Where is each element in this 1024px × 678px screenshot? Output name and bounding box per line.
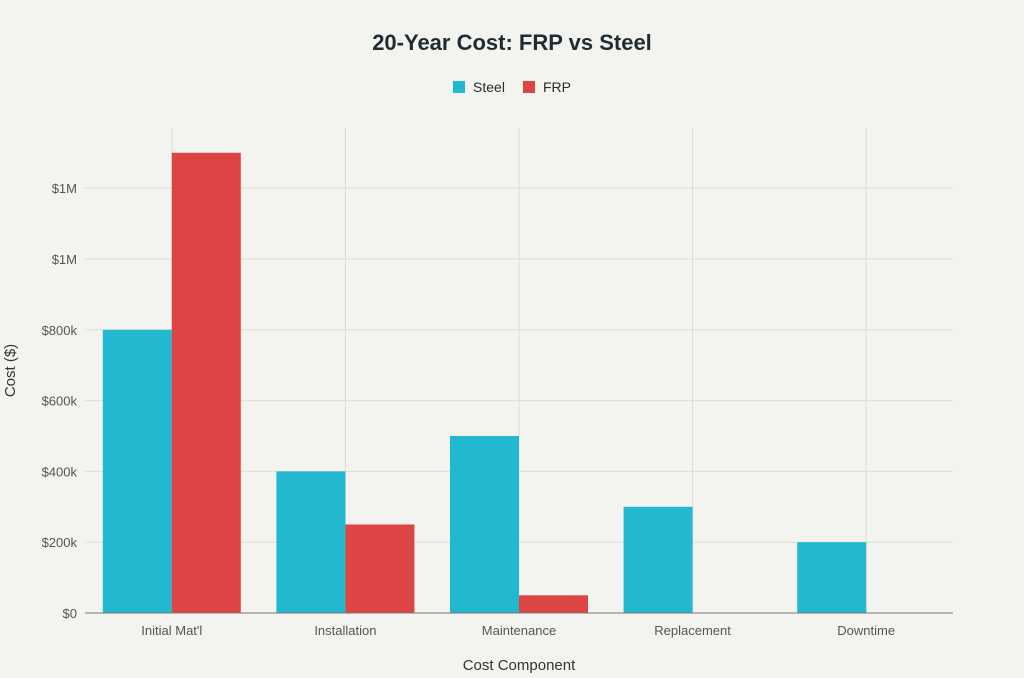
bar-frp-1 — [345, 524, 415, 613]
x-tick-label: Replacement — [654, 623, 731, 638]
bar-steel-0 — [102, 329, 172, 613]
chart-title: 20-Year Cost: FRP vs Steel — [372, 30, 652, 55]
legend-item-steel[interactable]: Steel — [453, 79, 505, 95]
x-tick-label: Downtime — [837, 623, 895, 638]
x-tick-label: Installation — [314, 623, 376, 638]
bar-steel-3 — [623, 506, 693, 613]
bar-steel-1 — [276, 471, 346, 613]
y-tick-label: $1M — [52, 181, 77, 196]
legend: Steel FRP — [0, 79, 1024, 95]
x-tick-label: Initial Mat'l — [141, 623, 202, 638]
bar-steel-4 — [797, 542, 867, 613]
legend-label-frp: FRP — [542, 79, 571, 95]
legend-swatch-frp — [522, 81, 535, 93]
y-tick-label: $800k — [42, 323, 78, 338]
y-tick-label: $200k — [42, 535, 78, 550]
bar-steel-2 — [450, 435, 519, 613]
x-tick-label: Maintenance — [482, 623, 556, 638]
legend-label-steel: Steel — [473, 79, 505, 95]
y-tick-label: $1M — [52, 252, 77, 267]
x-axis-title: Cost Component — [463, 657, 576, 674]
legend-item-frp[interactable]: FRP — [522, 79, 571, 95]
y-axis-title: Cost ($) — [2, 344, 19, 397]
y-tick-label: $600k — [42, 394, 78, 409]
y-tick-label: $0 — [63, 606, 77, 621]
y-tick-label: $400k — [42, 464, 78, 479]
legend-swatch-steel — [453, 81, 466, 93]
bar-frp-2 — [519, 595, 588, 613]
bar-frp-0 — [171, 152, 241, 614]
